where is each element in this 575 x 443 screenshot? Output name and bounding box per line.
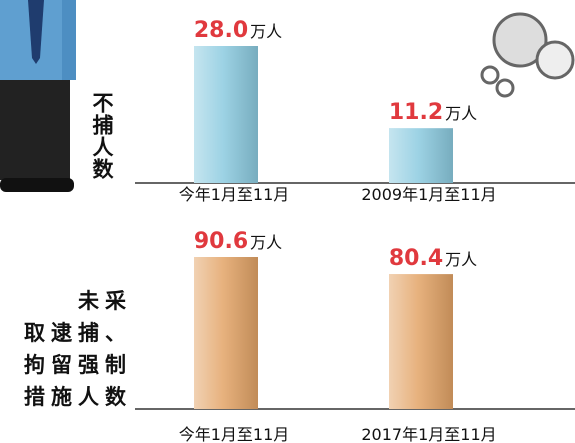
value-label: 80.4 [389,246,443,271]
chart-title: 不捕人数 [90,92,114,180]
value-label: 28.0 [194,18,248,43]
chart-title-line: 未采 [78,289,132,313]
value-label: 90.6 [194,229,248,254]
x-tick-label: 今年1月至11月 [179,425,290,443]
bar-shade [194,257,258,409]
infographic: 28.0万人今年1月至11月11.2万人2009年1月至11月90.6万人今年1… [0,0,575,443]
unit-label: 万人 [250,22,282,41]
chart: 28.0万人今年1月至11月11.2万人2009年1月至11月90.6万人今年1… [0,0,575,443]
chart-title-line: 拘留强制 [24,353,132,377]
chart-title-line: 取逮捕、 [24,321,132,345]
x-tick-label: 今年1月至11月 [179,185,290,204]
bar-shade [194,46,258,183]
unit-label: 万人 [445,104,477,123]
x-tick-label: 2009年1月至11月 [361,185,496,204]
bar-shade [389,128,453,183]
x-tick-label: 2017年1月至11月 [361,425,496,443]
policeman-illustration [0,0,76,192]
handcuffs-illustration [482,14,573,96]
unit-label: 万人 [250,233,282,252]
bar-shade [389,274,453,409]
chart-title-line: 措施人数 [24,385,132,409]
value-label: 11.2 [389,100,443,125]
unit-label: 万人 [445,250,477,269]
